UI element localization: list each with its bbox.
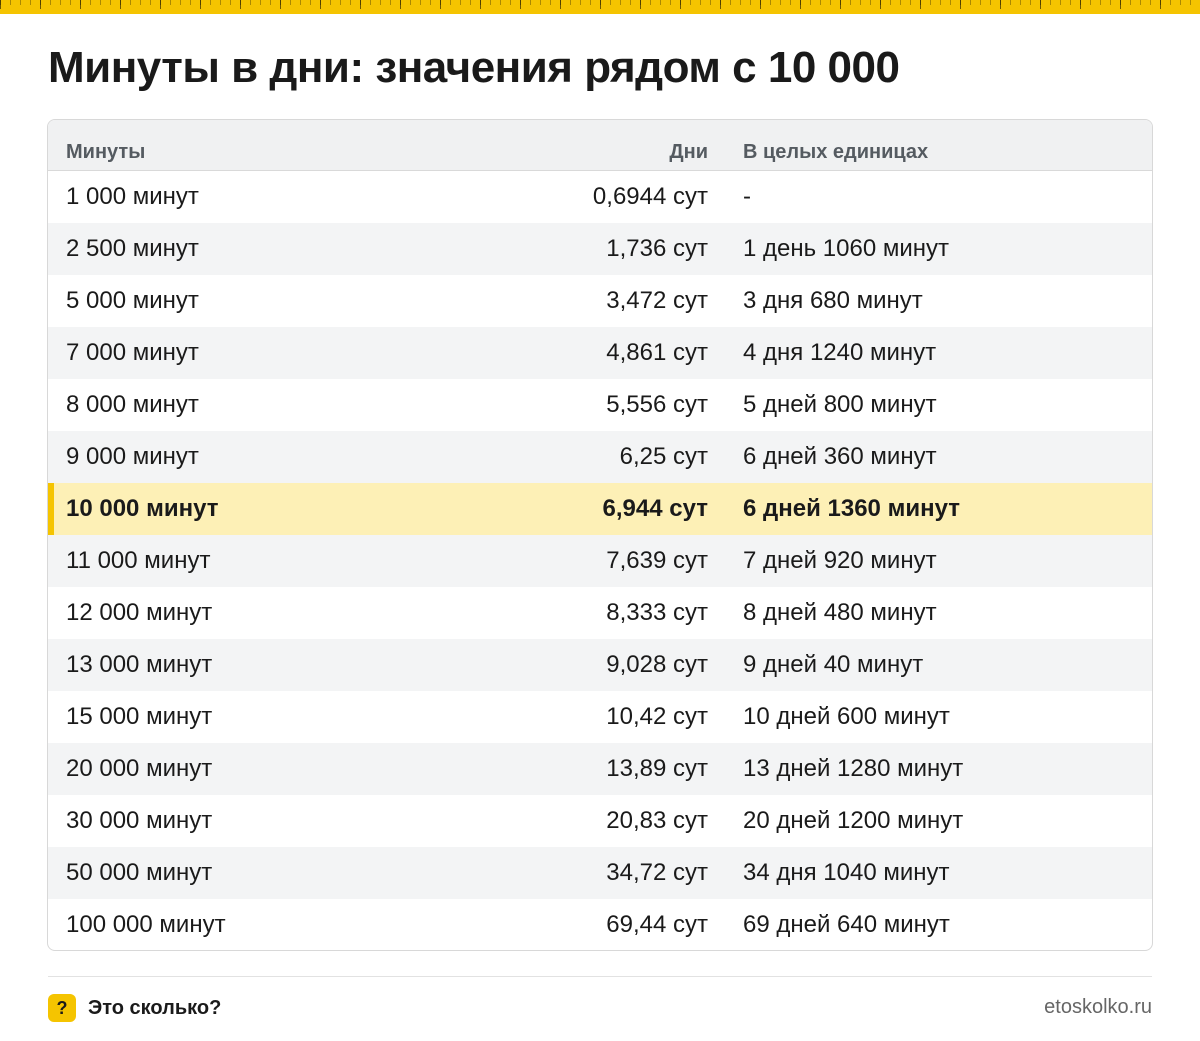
cell-whole-units: 6 дней 360 минут: [743, 443, 937, 470]
cell-minutes: 13 000 минут: [66, 651, 213, 678]
table-row: 20 000 минут 13,89 сут 13 дней 1280 минут: [48, 743, 1152, 795]
cell-minutes: 15 000 минут: [66, 703, 213, 730]
cell-whole-units: 10 дней 600 минут: [743, 703, 950, 730]
cell-days: 10,42 сут: [606, 703, 708, 730]
cell-days: 8,333 сут: [606, 599, 708, 626]
cell-minutes: 12 000 минут: [66, 599, 213, 626]
footer-divider: [48, 976, 1152, 977]
cell-whole-units: 13 дней 1280 минут: [743, 755, 964, 782]
cell-days: 13,89 сут: [606, 755, 708, 782]
cell-days: 20,83 сут: [606, 807, 708, 834]
ruler-strip: [0, 0, 1200, 14]
table-row: 1 000 минут 0,6944 сут -: [48, 171, 1152, 223]
cell-whole-units: 9 дней 40 минут: [743, 651, 924, 678]
table-row: 100 000 минут 69,44 сут 69 дней 640 минут: [48, 899, 1152, 950]
cell-days: 0,6944 сут: [592, 183, 708, 210]
table-body: 1 000 минут 0,6944 сут - 2 500 минут 1,736 с…: [48, 171, 1152, 950]
cell-whole-units: 34 дня 1040 минут: [743, 859, 950, 886]
cell-days: 4,861 сут: [606, 339, 708, 366]
table-row: 9 000 минут 6,25 сут 6 дней 360 минут: [48, 431, 1152, 483]
cell-minutes: 7 000 минут: [66, 339, 199, 366]
brand-name: Это сколько?: [88, 996, 222, 1019]
cell-whole-units: 5 дней 800 минут: [743, 391, 937, 418]
cell-whole-units: 20 дней 1200 минут: [743, 807, 964, 834]
cell-days: 1,736 сут: [606, 235, 708, 262]
cell-minutes: 10 000 минут: [66, 495, 219, 522]
header-days: Дни: [669, 141, 708, 163]
table-row: 7 000 минут 4,861 сут 4 дня 1240 минут: [48, 327, 1152, 379]
cell-minutes: 20 000 минут: [66, 755, 213, 782]
site-url: etoskolko.ru: [1044, 996, 1152, 1018]
cell-minutes: 100 000 минут: [66, 911, 226, 938]
cell-minutes: 30 000 минут: [66, 807, 213, 834]
table-row: 2 500 минут 1,736 сут 1 день 1060 минут: [48, 223, 1152, 275]
cell-minutes: 11 000 минут: [66, 547, 211, 574]
cell-whole-units: -: [743, 183, 751, 210]
table-row: 12 000 минут 8,333 сут 8 дней 480 минут: [48, 587, 1152, 639]
cell-minutes: 9 000 минут: [66, 443, 199, 470]
table-row-highlighted: 10 000 минут 6,944 сут 6 дней 1360 минут: [48, 483, 1152, 535]
cell-minutes: 1 000 минут: [66, 183, 199, 210]
table-row: 11 000 минут 7,639 сут 7 дней 920 минут: [48, 535, 1152, 587]
cell-whole-units: 1 день 1060 минут: [743, 235, 950, 262]
page-title: Минуты в дни: значения рядом с 10 000: [48, 43, 900, 92]
cell-whole-units: 4 дня 1240 минут: [743, 339, 937, 366]
cell-days: 5,556 сут: [606, 391, 708, 418]
table-row: 15 000 минут 10,42 сут 10 дней 600 минут: [48, 691, 1152, 743]
table-header: Минуты Дни В целых единицах: [48, 120, 1152, 171]
cell-minutes: 8 000 минут: [66, 391, 199, 418]
table-row: 8 000 минут 5,556 сут 5 дней 800 минут: [48, 379, 1152, 431]
cell-minutes: 5 000 минут: [66, 287, 199, 314]
header-minutes: Минуты: [66, 141, 146, 163]
cell-days: 9,028 сут: [606, 651, 708, 678]
cell-days: 3,472 сут: [606, 287, 708, 314]
table-row: 5 000 минут 3,472 сут 3 дня 680 минут: [48, 275, 1152, 327]
cell-whole-units: 7 дней 920 минут: [743, 547, 937, 574]
header-whole-units: В целых единицах: [743, 141, 929, 163]
cell-days: 6,944 сут: [602, 495, 708, 522]
cell-days: 69,44 сут: [606, 911, 708, 938]
cell-days: 7,639 сут: [606, 547, 708, 574]
table-row: 13 000 минут 9,028 сут 9 дней 40 минут: [48, 639, 1152, 691]
conversion-table: Минуты Дни В целых единицах 1 000 минут 0…: [47, 119, 1153, 951]
cell-whole-units: 3 дня 680 минут: [743, 287, 923, 314]
cell-minutes: 2 500 минут: [66, 235, 199, 262]
table-row: 30 000 минут 20,83 сут 20 дней 1200 минут: [48, 795, 1152, 847]
cell-whole-units: 69 дней 640 минут: [743, 911, 950, 938]
cell-minutes: 50 000 минут: [66, 859, 213, 886]
table-row: 50 000 минут 34,72 сут 34 дня 1040 минут: [48, 847, 1152, 899]
cell-whole-units: 6 дней 1360 минут: [743, 495, 960, 522]
footer-brand: ? Это сколько?: [48, 994, 221, 1022]
cell-whole-units: 8 дней 480 минут: [743, 599, 937, 626]
cell-days: 6,25 сут: [619, 443, 708, 470]
question-mark-icon: ?: [48, 994, 76, 1022]
cell-days: 34,72 сут: [606, 859, 708, 886]
